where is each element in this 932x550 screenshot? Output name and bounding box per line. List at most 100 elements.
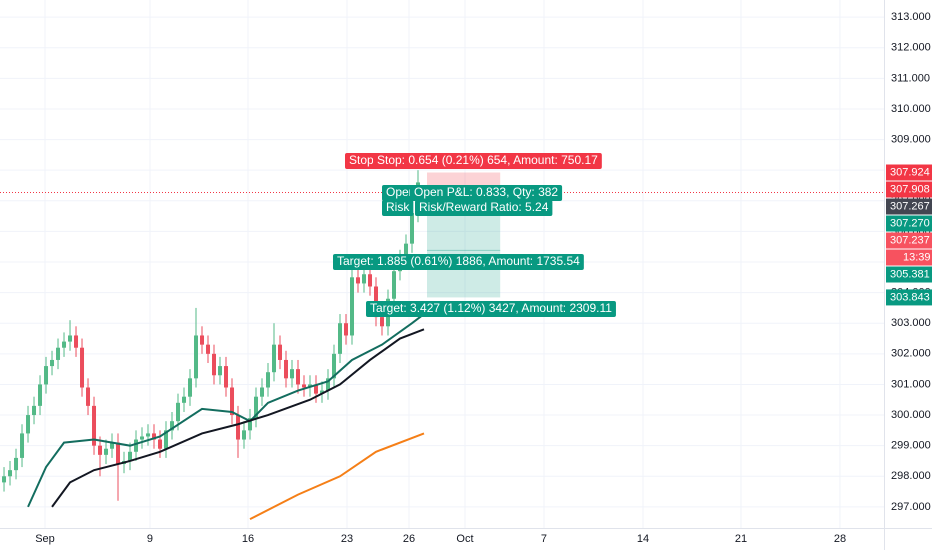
y-tick-label: 312.000	[891, 42, 931, 54]
candle-body	[254, 396, 259, 419]
candle-body	[356, 277, 361, 284]
candle-body	[296, 369, 301, 385]
candle-body	[134, 439, 139, 452]
candle-body	[218, 366, 223, 376]
candle-body	[410, 213, 415, 244]
price-tag-label: 307.237	[890, 234, 930, 246]
moving-average	[51, 328, 425, 508]
candle-body	[98, 445, 103, 455]
candle-body	[44, 366, 49, 385]
price-tag	[886, 289, 932, 306]
candle-body	[92, 405, 97, 446]
candle-body	[152, 433, 157, 440]
candle-body	[188, 378, 193, 397]
candle-body	[368, 274, 373, 287]
candle-body	[110, 442, 115, 449]
candle-body	[182, 396, 187, 403]
candle-body	[62, 341, 67, 348]
candle-body	[314, 384, 319, 394]
candle-body	[248, 418, 253, 431]
y-tick-label: 300.000	[891, 409, 931, 421]
y-tick-label: 311.000	[891, 72, 930, 84]
candle-body	[164, 430, 169, 449]
y-tick-label: 303.000	[891, 317, 931, 329]
candle-body	[20, 433, 25, 458]
candle-body	[2, 476, 7, 483]
candle-body	[26, 415, 31, 434]
candle-body	[116, 442, 121, 465]
candle-body	[326, 378, 331, 391]
candle-body	[380, 317, 385, 327]
candle-body	[236, 415, 241, 440]
position-label-box	[382, 200, 414, 216]
price-tag	[886, 266, 932, 283]
candle-body	[32, 405, 37, 416]
y-tick-label: 313.000	[891, 11, 931, 23]
candle-body	[338, 323, 343, 354]
candle-body	[350, 277, 355, 336]
candle-body	[176, 402, 181, 422]
position-label: Stop: 0.654 (0.21%) 654, Amount: 750.17	[377, 153, 598, 167]
position-label-box	[333, 254, 584, 270]
x-tick-label: 21	[735, 533, 747, 545]
countdown-box	[886, 249, 932, 266]
price-tag-label: 303.843	[890, 291, 930, 303]
y-tick-label: 301.000	[891, 378, 931, 390]
x-tick-label: 7	[541, 533, 547, 545]
position-label: Open P&L: 0.833, Qty: 382	[414, 185, 558, 199]
candle-body	[260, 387, 265, 397]
position-label: Target: 1.885 (0.61%) 1886, Amount: 1735…	[337, 254, 580, 268]
moving-average	[27, 313, 425, 508]
price-tag	[886, 215, 932, 232]
candle-body	[332, 353, 337, 379]
candle-body	[170, 421, 175, 431]
candle-body	[266, 372, 271, 388]
candle-body	[14, 457, 19, 471]
candle-body	[8, 470, 13, 477]
position-label-box	[373, 153, 602, 169]
price-tag-label: 307.924	[890, 166, 930, 178]
position-label: Risk/Reward Ratio: 5.24	[419, 200, 549, 214]
candle-body	[200, 335, 205, 345]
candle-body	[146, 433, 151, 437]
candle-body	[50, 359, 55, 367]
candle-body	[206, 344, 211, 354]
position-label: Risk	[386, 200, 410, 214]
countdown: 13:39	[903, 251, 931, 263]
x-tick-label: 23	[341, 533, 353, 545]
x-tick-label: 9	[147, 533, 153, 545]
position-label: Open	[386, 185, 415, 199]
price-tag-label: 307.267	[890, 200, 930, 212]
price-tag	[886, 198, 932, 215]
candle-body	[284, 359, 289, 379]
candle-body	[68, 335, 73, 342]
candle-body	[272, 344, 277, 373]
y-tick-label: 297.000	[891, 501, 931, 513]
x-tick-label: 16	[242, 533, 254, 545]
x-tick-label: Oct	[456, 533, 473, 545]
price-tag-label: 307.908	[890, 183, 930, 195]
candle-body	[212, 353, 217, 376]
candle-body	[158, 439, 163, 449]
candle-body	[38, 384, 43, 406]
candle-body	[404, 243, 409, 259]
candle-body	[392, 271, 397, 299]
candle-body	[278, 344, 283, 360]
candle-body	[104, 448, 109, 455]
position-label-box	[415, 200, 553, 216]
y-tick-label: 298.000	[891, 470, 931, 482]
candle-body	[362, 274, 367, 284]
candle-body	[242, 430, 247, 440]
candle-body	[320, 390, 325, 394]
x-tick-label: 14	[637, 533, 649, 545]
y-tick-label: 309.000	[891, 133, 931, 145]
candle-body	[194, 335, 199, 379]
price-tag	[886, 164, 932, 181]
y-tick-label: 310.000	[891, 103, 931, 115]
candle-body	[230, 387, 235, 416]
candle-body	[290, 369, 295, 379]
candle-body	[56, 347, 61, 360]
x-tick-label: 26	[403, 533, 415, 545]
